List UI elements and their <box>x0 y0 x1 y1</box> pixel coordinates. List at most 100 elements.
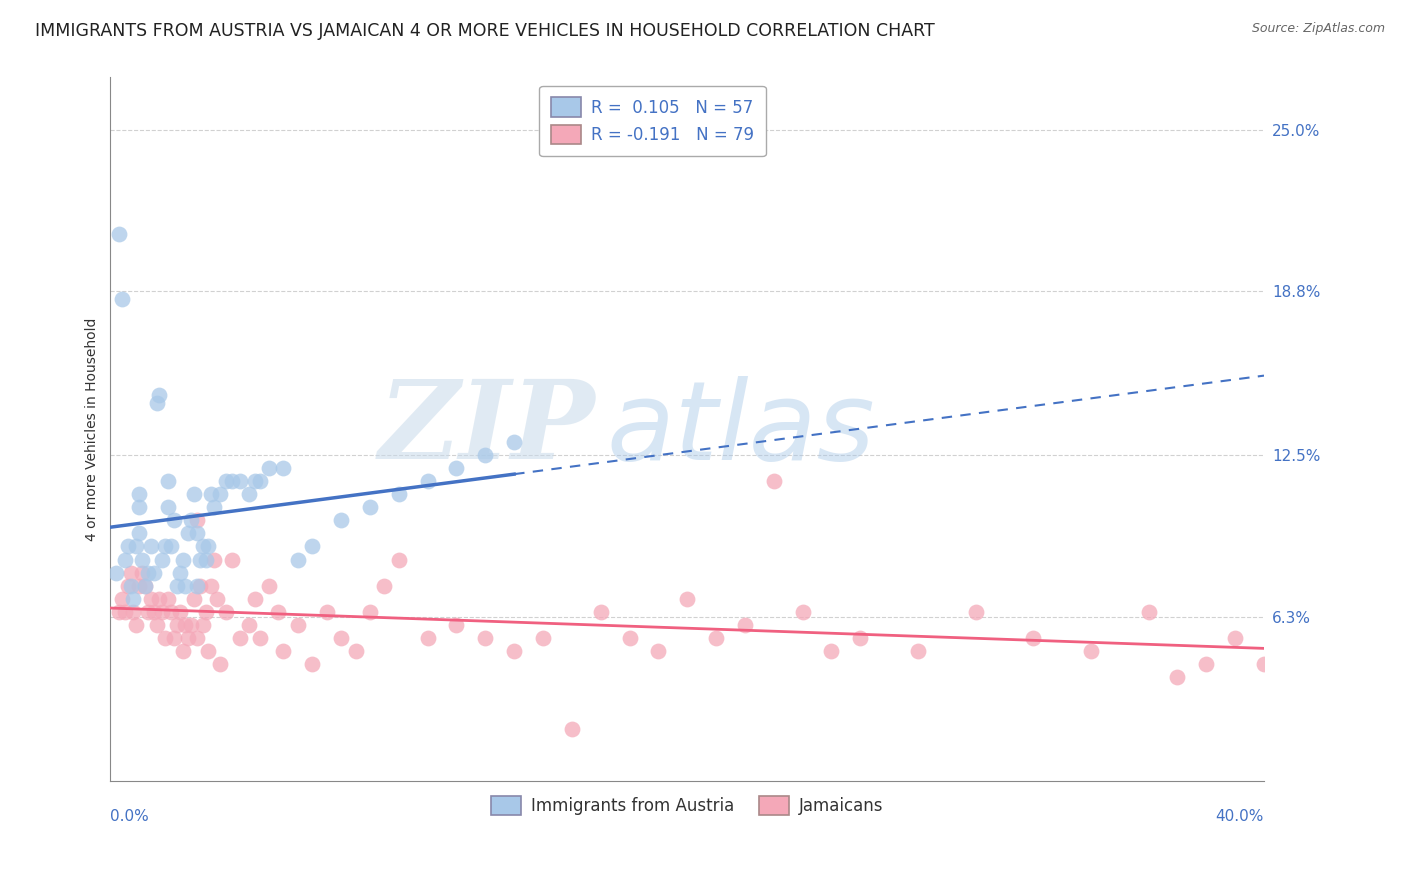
Point <box>186 526 208 541</box>
Point <box>330 631 353 645</box>
Point <box>194 552 217 566</box>
Point <box>266 605 288 619</box>
Text: 0.0%: 0.0% <box>111 809 149 824</box>
Point <box>205 591 228 606</box>
Point <box>619 631 641 645</box>
Point <box>148 591 170 606</box>
Point <box>172 644 194 658</box>
Point <box>188 578 211 592</box>
Text: atlas: atlas <box>606 376 875 483</box>
Point <box>301 657 323 671</box>
Point <box>108 605 131 619</box>
Point <box>120 578 142 592</box>
Text: 40.0%: 40.0% <box>1216 809 1264 824</box>
Point <box>208 487 231 501</box>
Point <box>676 591 699 606</box>
Point <box>474 448 496 462</box>
Point <box>117 540 139 554</box>
Point <box>1253 657 1275 671</box>
Point <box>344 644 367 658</box>
Point <box>177 526 200 541</box>
Point <box>315 605 337 619</box>
Point <box>160 540 183 554</box>
Point <box>155 631 177 645</box>
Point <box>503 435 526 450</box>
Text: Source: ZipAtlas.com: Source: ZipAtlas.com <box>1251 22 1385 36</box>
Point <box>1223 631 1246 645</box>
Point <box>148 388 170 402</box>
Point <box>183 487 205 501</box>
Point <box>1080 644 1102 658</box>
Point <box>186 631 208 645</box>
Point <box>388 487 411 501</box>
Point <box>965 605 987 619</box>
Point <box>359 605 381 619</box>
Point <box>169 566 191 580</box>
Point <box>174 617 197 632</box>
Point <box>1137 605 1160 619</box>
Point <box>160 605 183 619</box>
Point <box>163 631 186 645</box>
Point <box>177 631 200 645</box>
Point <box>136 566 159 580</box>
Point <box>163 513 186 527</box>
Point <box>238 617 260 632</box>
Point <box>150 552 173 566</box>
Point <box>139 540 162 554</box>
Point <box>200 578 222 592</box>
Point <box>150 605 173 619</box>
Point <box>180 617 202 632</box>
Point <box>820 644 842 658</box>
Point <box>157 475 180 489</box>
Point <box>1166 670 1188 684</box>
Point <box>180 513 202 527</box>
Point <box>249 475 271 489</box>
Point <box>120 566 142 580</box>
Point <box>111 292 134 306</box>
Point <box>155 540 177 554</box>
Point <box>359 500 381 515</box>
Point <box>128 578 150 592</box>
Point <box>128 487 150 501</box>
Point <box>157 591 180 606</box>
Point <box>111 591 134 606</box>
Point <box>1022 631 1045 645</box>
Y-axis label: 4 or more Vehicles in Household: 4 or more Vehicles in Household <box>86 318 100 541</box>
Point <box>221 475 243 489</box>
Point <box>166 617 188 632</box>
Point <box>145 396 167 410</box>
Point <box>907 644 929 658</box>
Point <box>208 657 231 671</box>
Point <box>139 591 162 606</box>
Point <box>221 552 243 566</box>
Point <box>762 475 785 489</box>
Point <box>792 605 814 619</box>
Point <box>108 227 131 241</box>
Point <box>186 513 208 527</box>
Text: IMMIGRANTS FROM AUSTRIA VS JAMAICAN 4 OR MORE VEHICLES IN HOUSEHOLD CORRELATION : IMMIGRANTS FROM AUSTRIA VS JAMAICAN 4 OR… <box>35 22 935 40</box>
Point <box>1195 657 1218 671</box>
Point <box>202 552 225 566</box>
Point <box>183 591 205 606</box>
Point <box>531 631 554 645</box>
Point <box>122 591 145 606</box>
Point <box>134 578 156 592</box>
Point <box>174 578 197 592</box>
Point <box>142 566 165 580</box>
Point <box>128 526 150 541</box>
Text: ZIP: ZIP <box>378 376 595 483</box>
Point <box>128 500 150 515</box>
Point <box>166 578 188 592</box>
Point <box>330 513 353 527</box>
Point <box>704 631 727 645</box>
Point <box>142 605 165 619</box>
Point <box>238 487 260 501</box>
Point <box>243 475 266 489</box>
Point <box>388 552 411 566</box>
Point <box>373 578 395 592</box>
Point <box>197 644 219 658</box>
Point <box>197 540 219 554</box>
Point <box>446 461 468 475</box>
Point <box>416 631 439 645</box>
Point <box>136 605 159 619</box>
